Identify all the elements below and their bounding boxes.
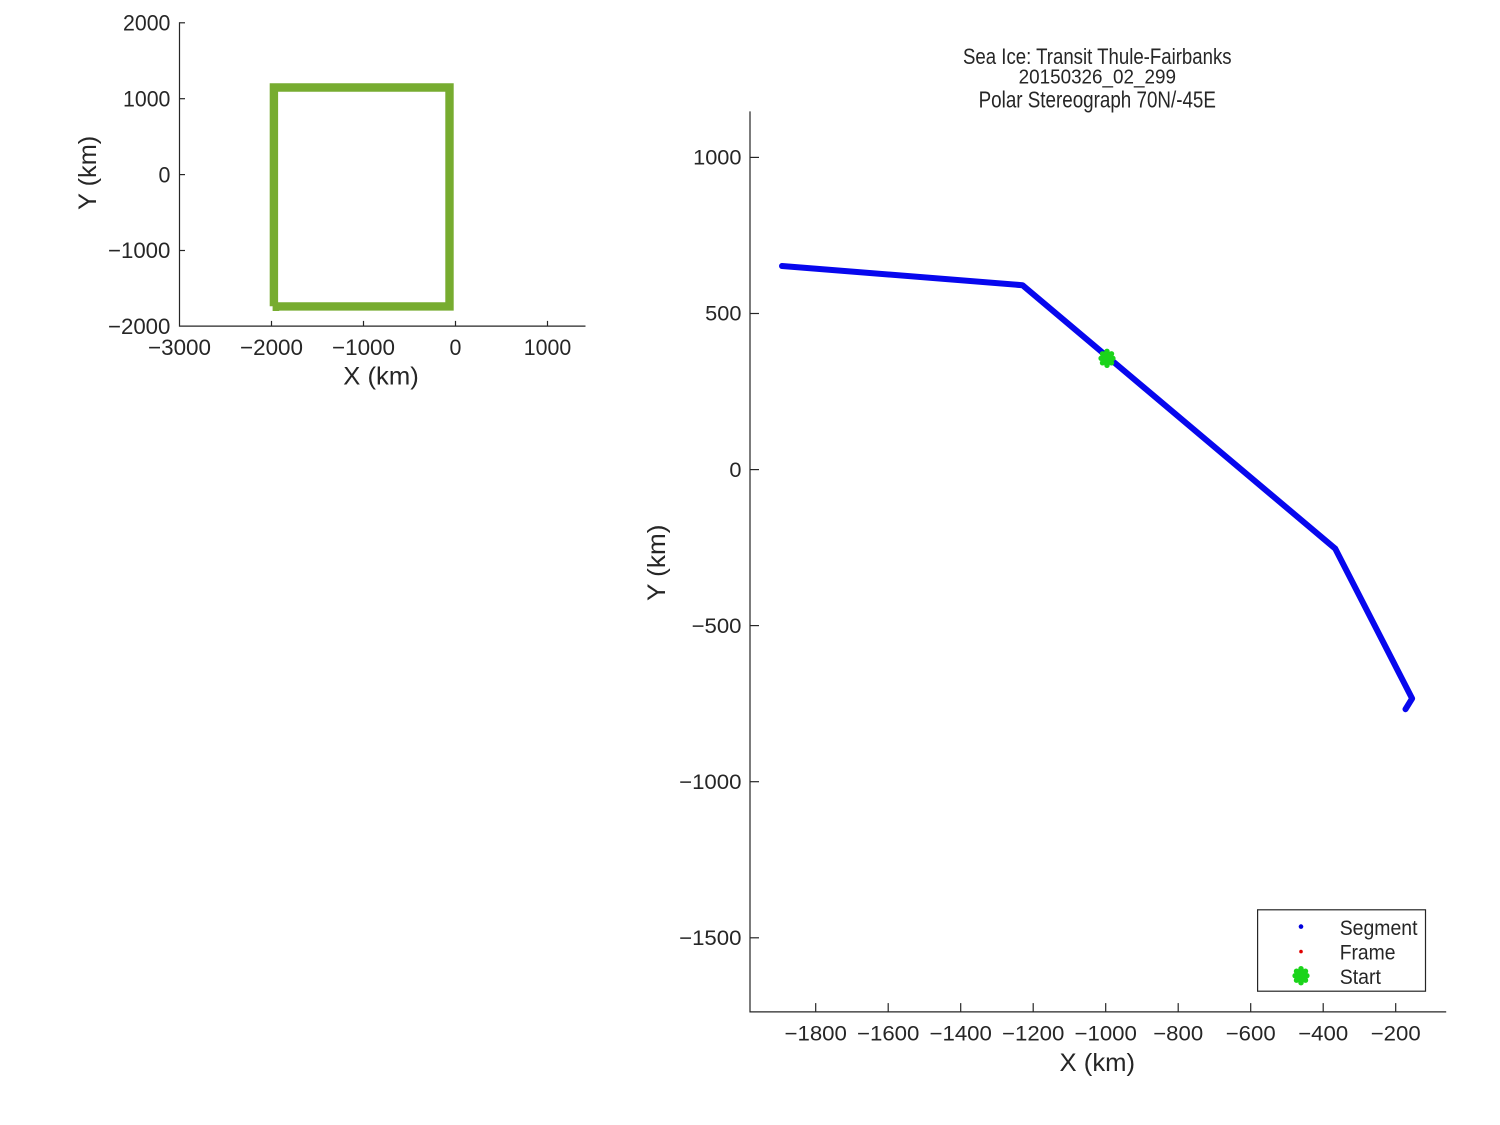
svg-text:−1600: −1600 <box>857 1023 919 1046</box>
svg-text:−500: −500 <box>692 615 742 638</box>
svg-text:X (km): X (km) <box>343 364 419 391</box>
svg-text:2000: 2000 <box>123 11 170 36</box>
svg-text:0: 0 <box>729 459 741 482</box>
svg-text:−1400: −1400 <box>930 1023 992 1046</box>
svg-text:−1000: −1000 <box>108 238 170 263</box>
svg-text:Segment: Segment <box>1340 916 1418 940</box>
svg-text:Start: Start <box>1340 965 1381 989</box>
svg-text:Polar Stereograph 70N/-45E: Polar Stereograph 70N/-45E <box>979 87 1216 113</box>
svg-text:−1000: −1000 <box>1075 1023 1137 1046</box>
svg-text:−1500: −1500 <box>679 927 741 950</box>
svg-text:Sea Ice: Transit Thule-Fairban: Sea Ice: Transit Thule-Fairbanks <box>963 44 1232 69</box>
svg-text:−800: −800 <box>1153 1023 1203 1046</box>
svg-text:−400: −400 <box>1298 1023 1348 1046</box>
svg-text:−1200: −1200 <box>1002 1023 1064 1046</box>
svg-text:0: 0 <box>450 335 462 360</box>
svg-text:1000: 1000 <box>524 335 571 360</box>
svg-text:−1000: −1000 <box>332 335 395 360</box>
svg-text:−2000: −2000 <box>108 314 170 339</box>
svg-text:−200: −200 <box>1371 1023 1421 1046</box>
svg-text:Y (km): Y (km) <box>75 136 102 210</box>
svg-text:1000: 1000 <box>693 147 741 170</box>
svg-text:−3000: −3000 <box>148 335 211 360</box>
svg-text:500: 500 <box>705 303 741 326</box>
svg-text:−2000: −2000 <box>240 335 303 360</box>
svg-text:0: 0 <box>159 162 171 187</box>
svg-text:−600: −600 <box>1226 1023 1276 1046</box>
svg-text:Frame: Frame <box>1340 940 1396 964</box>
svg-text:20150326_02_299: 20150326_02_299 <box>1019 67 1176 89</box>
svg-text:−1800: −1800 <box>785 1023 847 1046</box>
svg-text:X (km): X (km) <box>1060 1050 1136 1077</box>
svg-text:1000: 1000 <box>123 86 170 111</box>
svg-text:−1000: −1000 <box>679 771 741 794</box>
svg-text:Y (km): Y (km) <box>644 525 671 602</box>
